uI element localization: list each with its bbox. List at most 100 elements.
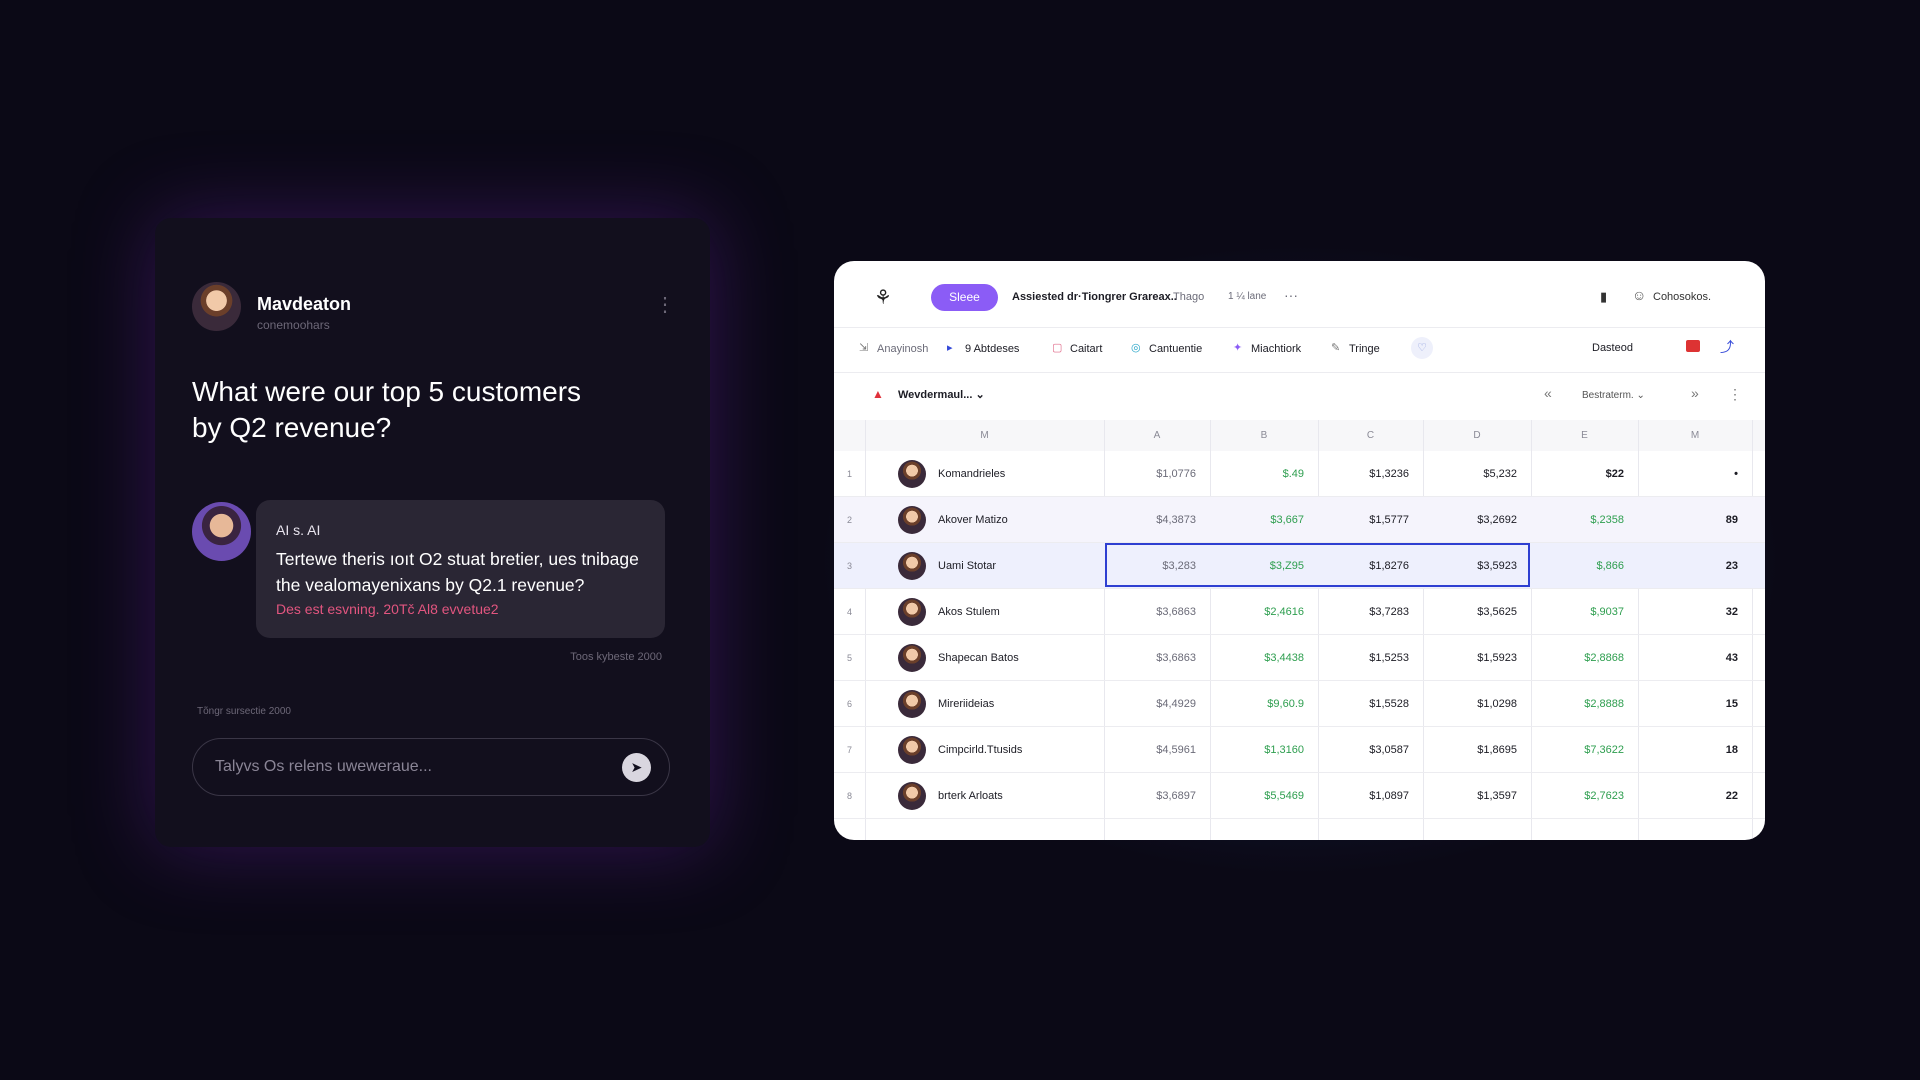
column-header: A [1153,430,1161,441]
ai-bubble: AI s. AI Tertewe theris ıoıt O2 stuat br… [256,500,665,638]
cell: $1,3236 [1369,468,1409,480]
timestamp: Toos kybeste 2000 [570,651,662,663]
message-input[interactable]: Talyvs Os relens uweweraue... ➤ [192,738,670,796]
column-header: M [1690,430,1700,441]
divider [834,327,1765,328]
column-line [865,420,866,840]
tab-icon: ▸ [947,342,953,354]
send-button[interactable]: ➤ [622,753,651,782]
cell: $1,5777 [1369,514,1409,526]
customer-name: Akos Stulem [938,606,1000,618]
customer-avatar [898,506,926,534]
row-number: 3 [846,561,852,571]
column-line [1104,420,1105,840]
cell: $1,0897 [1369,790,1409,802]
customer-avatar [898,644,926,672]
ai-message: Tertewe theris ıoıt O2 stuat bretier, ue… [276,546,639,598]
user-handle: conemoohars [257,318,330,332]
cell: $5,232 [1483,468,1517,480]
menu-button[interactable]: ⋮ [655,294,675,316]
cell: $3,Z95 [1269,560,1304,572]
row-line [834,680,1765,681]
column-header: C [1366,430,1375,441]
ai-note: Des est esvning. 20Tč Al8 evvetue2 [276,601,499,617]
ai-message-line: Tertewe theris ıoıt O2 stuat bretier, ue… [276,549,639,569]
cell: 89 [1725,514,1738,526]
cell: 43 [1725,652,1738,664]
mode-button[interactable]: Sleee [931,284,998,311]
cell: $3,5625 [1477,606,1517,618]
comment-icon[interactable] [1686,340,1700,352]
mode-button-label: Sleee [949,290,980,304]
logo[interactable]: ⚘ [874,287,892,309]
user-avatar [192,282,241,331]
column-header: B [1260,430,1268,441]
cell: $3,6863 [1156,652,1196,664]
customer-avatar [898,736,926,764]
view-selector[interactable]: Bestraterm. ⌄ [1582,390,1645,401]
cell: 15 [1725,698,1738,710]
cell: $,866 [1596,560,1624,572]
cell: $4,3873 [1156,514,1196,526]
row-number: 4 [846,607,852,617]
alert-icon: ▲ [872,387,884,401]
cell: $,9037 [1590,606,1624,618]
cell: • [1734,468,1738,480]
right-tab[interactable]: Dasteod [1592,342,1633,354]
row-number: 6 [846,699,852,709]
tab[interactable]: Caitart [1070,343,1103,355]
row-number: 7 [846,745,852,755]
tab[interactable]: Cantuentie [1149,343,1203,355]
tab-icon: ◎ [1131,342,1141,354]
heart-button[interactable]: ♡ [1411,337,1433,359]
cell: $4,5961 [1156,744,1196,756]
cell: $1,3160 [1264,744,1304,756]
customer-name: Cimpcirld.Ttusids [938,744,1023,756]
row-number: 8 [846,791,852,801]
column-line [1423,420,1424,840]
share-icon[interactable]: ⤴ [1720,339,1734,355]
cell: $1,8695 [1477,744,1517,756]
cell: $3,2692 [1477,514,1517,526]
more-button[interactable]: ··· [1284,287,1298,303]
options-button[interactable]: ⋮ [1728,386,1742,402]
customer-name: Mireriideias [938,698,995,710]
tab[interactable]: Miachtiork [1251,343,1302,355]
tab[interactable]: 9 Abtdeses [965,343,1020,355]
row-line [834,496,1765,497]
cell: $1,0776 [1156,468,1196,480]
cell: 18 [1725,744,1738,756]
row-line [834,634,1765,635]
tab[interactable]: Tringe [1349,343,1380,355]
chat-panel: Mavdeaton conemoohars ⋮ What were our to… [155,218,710,847]
cell: $3,6897 [1156,790,1196,802]
account[interactable]: Cohosokos. [1653,291,1712,303]
cell: $3,4438 [1264,652,1304,664]
cell: $2,7623 [1584,790,1624,802]
row-line [834,542,1765,543]
cell: $4,4929 [1156,698,1196,710]
cell: $1,5253 [1369,652,1409,664]
tab-icon: ▢ [1052,342,1063,354]
row-number: 2 [846,515,852,525]
lane: 1 ¼ lane [1228,291,1267,302]
cell: $1,0298 [1477,698,1517,710]
row-line [834,726,1765,727]
tab-icon: ✦ [1233,342,1243,354]
column-line [1531,420,1532,840]
prev-button[interactable]: « [1544,385,1552,401]
tab[interactable]: Anayinosh [877,343,929,355]
customer-avatar [898,690,926,718]
tab-icon: ✎ [1331,342,1341,354]
cell: $9,60.9 [1267,698,1304,710]
customer-avatar [898,460,926,488]
next-button[interactable]: » [1691,385,1699,401]
bookmark-button[interactable]: ▮ [1600,289,1608,304]
tab-icon: ⇲ [859,342,869,354]
cell: $3,667 [1270,514,1304,526]
header-row [834,420,1765,451]
cell: $2,8868 [1584,652,1624,664]
cell: $22 [1605,468,1624,480]
sheet-selector[interactable]: Wevdermaul... ⌄ [898,389,985,401]
